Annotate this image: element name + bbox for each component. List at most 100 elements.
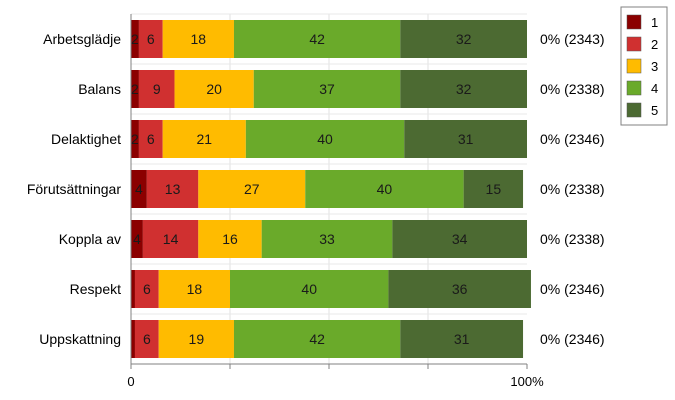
bars: 2 6 18 42 322 9 20 37 322 6 21 40 314 13 27 40 154 14 16 33… [131,20,531,358]
legend-swatch [626,14,642,30]
x-tick-label: 0 [127,374,134,389]
segment-label: 15 [486,181,502,197]
segment-label: 36 [452,281,468,297]
response-label: 0% (2338) [540,231,605,247]
segment-label: 21 [196,131,212,147]
bar-segment-5 [388,270,531,308]
bar-segment-5 [400,320,524,358]
legend-label: 2 [651,37,658,52]
segment-label: 42 [309,331,325,347]
segment-label: 31 [454,331,470,347]
segment-label: 42 [309,31,325,47]
bar-segment-3 [198,220,262,258]
legend-label: 1 [651,15,658,30]
bar-segment-4 [253,70,401,108]
bar-segment-3 [174,70,254,108]
bar-segment-2 [138,70,175,108]
segment-label: 6 [143,331,151,347]
category-label: Förutsättningar [27,181,121,197]
category-label: Respekt [70,281,121,297]
bar-segment-2 [146,170,199,208]
bar-segment-2 [134,320,159,358]
bar-segment-3 [162,120,246,158]
segment-label: 32 [456,81,472,97]
legend-swatch [626,58,642,74]
x-axis: 0 100% [127,14,544,389]
segment-label: 37 [319,81,335,97]
bar-segment-1 [131,320,135,358]
legend-swatch [626,102,642,118]
bar-segment-1 [131,270,135,308]
bar-segment-1 [131,20,139,58]
bar-segment-4 [245,120,405,158]
category-label: Koppla av [59,231,121,247]
bar-segment-5 [463,170,524,208]
bar-segment-1 [131,170,147,208]
segment-label: 6 [143,281,151,297]
bar-segment-3 [198,170,306,208]
segment-label: 31 [458,131,474,147]
response-label: 0% (2346) [540,131,605,147]
segment-label: 16 [222,231,238,247]
segment-label: 9 [153,81,161,97]
bar-segment-5 [400,20,527,58]
bar-segment-2 [142,220,199,258]
bar-segment-4 [305,170,464,208]
response-label: 0% (2343) [540,31,605,47]
bar-segment-5 [400,70,527,108]
segment-label: 2 [131,81,139,97]
segment-label: 20 [206,81,222,97]
bar-segment-4 [261,220,393,258]
bar-segment-4 [230,270,389,308]
category-label: Arbetsglädje [43,31,121,47]
segment-label: 33 [319,231,335,247]
category-label: Uppskattning [39,331,121,347]
legend-label: 3 [651,59,658,74]
segment-label: 40 [377,181,393,197]
category-label: Delaktighet [51,131,121,147]
segment-label: 19 [189,331,205,347]
bar-segment-2 [134,270,159,308]
segment-label: 27 [244,181,260,197]
category-labels: Arbetsglädje Balans Delaktighet Förutsättni… [27,31,121,347]
segment-label: 4 [135,181,143,197]
response-label: 0% (2338) [540,81,605,97]
segment-label: 2 [131,31,139,47]
response-label: 0% (2346) [540,331,605,347]
bar-segment-1 [131,70,139,108]
legend-swatch [626,80,642,96]
legend-swatch [626,36,642,52]
bar-segment-5 [404,120,527,158]
bar-segment-5 [392,220,527,258]
category-label: Balans [78,81,121,97]
bar-segment-2 [138,120,163,158]
bar-segment-2 [138,20,163,58]
segment-label: 6 [147,131,155,147]
segment-label: 34 [452,231,468,247]
segment-label: 40 [301,281,317,297]
segment-label: 2 [131,131,139,147]
segment-label: 6 [147,31,155,47]
bar-segment-3 [162,20,234,58]
segment-label: 40 [317,131,333,147]
segment-label: 4 [133,231,141,247]
bar-segment-1 [131,120,139,158]
response-label: 0% (2338) [540,181,605,197]
bar-segment-1 [131,220,143,258]
bar-segment-3 [158,270,230,308]
side-labels: 0% (2343) 0% (2338) 0% (2346) 0% (2338) 0% (… [540,31,605,347]
bar-segment-3 [158,320,234,358]
legend: 1 2 3 4 5 [620,6,668,126]
bar-segment-4 [233,320,401,358]
legend-label: 5 [651,103,658,118]
segment-label: 14 [163,231,179,247]
segment-label: 18 [187,281,203,297]
segment-label: 13 [165,181,181,197]
legend-label: 4 [651,81,658,96]
response-label: 0% (2346) [540,281,605,297]
x-tick-label: 100% [510,374,544,389]
bar-segment-4 [233,20,401,58]
segment-label: 32 [456,31,472,47]
segment-label: 18 [191,31,207,47]
